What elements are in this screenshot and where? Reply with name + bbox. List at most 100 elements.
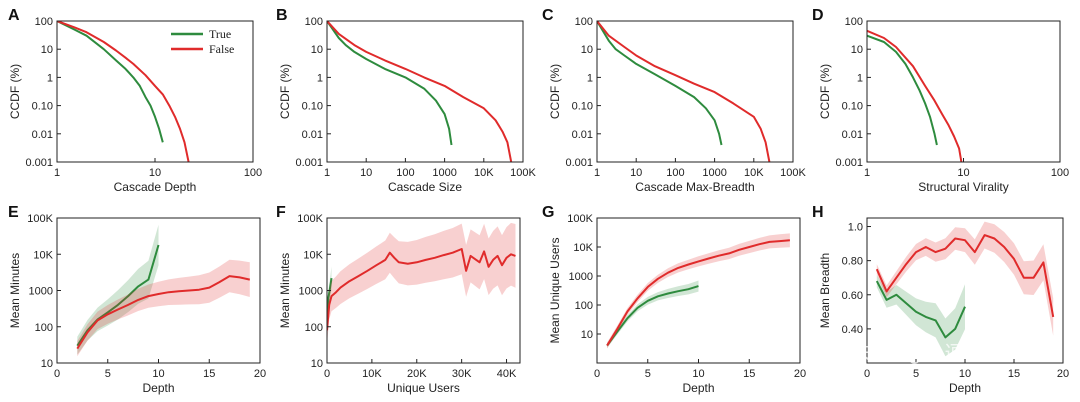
y-tick-label: 0.001	[835, 157, 863, 169]
x-tick-label: 20K	[407, 368, 427, 380]
y-tick-label: 0.60	[842, 290, 863, 302]
y-tick-label: 0.01	[302, 129, 323, 141]
x-tick-label: 1	[324, 167, 330, 179]
y-tick-label: 10	[851, 44, 863, 56]
plot-area	[606, 233, 790, 349]
x-axis-label: Unique Users	[387, 381, 460, 395]
y-tick-label: 100	[575, 300, 593, 312]
x-tick-label: 10K	[474, 167, 494, 179]
x-tick-label: 10K	[744, 167, 764, 179]
x-axis-label: Cascade Max-Breadth	[635, 180, 754, 194]
x-tick-label: 10	[630, 167, 642, 179]
y-tick-label: 100K	[27, 213, 53, 225]
x-tick-label: 1	[594, 167, 600, 179]
x-tick-label: 1000	[432, 167, 456, 179]
y-tick-label: 0.10	[842, 101, 863, 113]
x-tick-label: 5	[913, 368, 919, 380]
y-axis-label: CCDF (%)	[278, 64, 292, 119]
series-line-false	[76, 275, 251, 350]
plot-area	[327, 21, 513, 162]
y-tick-label: 0.01	[842, 129, 863, 141]
panel-B: B1 10 100 1000 10K 100K0.0010.010.10110100Cas…	[276, 7, 537, 194]
x-tick-label: 10	[149, 167, 161, 179]
panel-H: H 0 5 10 15 20 0.40 0.60 0.80 1.0 Depth Mean Breadt…	[812, 204, 1069, 395]
x-tick-label: 0	[594, 368, 600, 380]
panel-letter: F	[276, 204, 286, 221]
x-tick-label: 0	[54, 368, 60, 380]
x-tick-label: 20	[254, 368, 266, 380]
x-tick-label: 10	[360, 167, 372, 179]
x-axis-label: Depth	[142, 381, 174, 395]
x-tick-label: 10K	[362, 368, 382, 380]
x-tick-label: 0	[864, 368, 870, 380]
plot-area	[76, 224, 251, 357]
series-line-true	[867, 34, 938, 146]
y-tick-label: 0.80	[842, 256, 863, 268]
y-axis-label: CCDF (%)	[8, 64, 22, 119]
y-tick-label: 10K	[33, 249, 53, 261]
series-line-false	[606, 239, 790, 347]
y-tick-label: 10	[41, 44, 53, 56]
x-tick-label: 1000	[702, 167, 726, 179]
y-axis-label: Mean Unique Users	[548, 237, 562, 343]
plot-area	[867, 29, 963, 162]
y-tick-label: 1	[587, 72, 593, 84]
y-tick-label: 0.001	[565, 157, 593, 169]
series-line-true	[875, 280, 966, 339]
series-line-false	[867, 29, 963, 162]
x-tick-label: 10	[152, 368, 164, 380]
legend-label-false: False	[209, 42, 234, 56]
y-tick-label: 0.001	[25, 157, 53, 169]
band-true	[876, 275, 965, 357]
series-line-false	[327, 248, 516, 331]
x-tick-label: 30K	[452, 368, 472, 380]
y-axis-label: CCDF (%)	[548, 64, 562, 119]
plot-frame	[866, 20, 1061, 163]
y-tick-label: 100	[845, 16, 863, 28]
y-tick-label: 0.40	[842, 324, 863, 336]
x-axis-label: Depth	[682, 381, 714, 395]
series-line-false	[327, 21, 513, 162]
x-tick-label: 5	[105, 368, 111, 380]
x-tick-label: 10	[692, 368, 704, 380]
plot-frame	[326, 20, 524, 163]
panel-E: E 0 5 10 15 20 10 100 1000 10K 100K Depth Mean Minut…	[8, 204, 266, 395]
x-tick-label: 40K	[497, 368, 517, 380]
panel-F: F 0 10K 20K 30K 40K 10 100 1000 10K 100K Unique Use…	[276, 204, 521, 395]
x-tick-label: 100K	[780, 167, 806, 179]
y-tick-label: 1000	[569, 271, 593, 283]
y-tick-label: 10K	[573, 242, 593, 254]
series-line-true	[57, 21, 164, 143]
x-tick-label: 15	[1008, 368, 1020, 380]
y-tick-label: 1.0	[848, 222, 863, 234]
y-tick-label: 100	[35, 16, 53, 28]
x-tick-label: 20	[1057, 368, 1069, 380]
y-axis-label: Mean Minutes	[278, 253, 292, 328]
x-axis-label: Structural Virality	[918, 180, 1008, 194]
y-tick-label: 1	[317, 72, 323, 84]
x-tick-label: 100	[666, 167, 684, 179]
series-line-true	[597, 21, 723, 146]
panel-letter: H	[812, 204, 824, 221]
band-false	[327, 222, 516, 345]
panel-C: C1 10 100 1000 10K 100K0.0010.010.10110100Cas…	[542, 7, 807, 194]
band-false	[77, 259, 250, 357]
y-tick-label: 100K	[297, 213, 323, 225]
panel-letter: E	[8, 204, 19, 221]
band-true	[77, 224, 159, 355]
series-line-true	[327, 21, 453, 146]
plot-area	[57, 21, 190, 162]
y-tick-label: 100	[35, 322, 53, 334]
x-tick-label: 15	[743, 368, 755, 380]
y-tick-label: 10K	[303, 249, 323, 261]
panel-G: G 0 5 10 15 20 10 100 1000 10K 100K Depth Mean Uniqu…	[542, 204, 806, 395]
y-tick-label: 0.01	[32, 129, 53, 141]
y-tick-label: 100K	[567, 213, 593, 225]
y-axis-label: CCDF (%)	[818, 64, 832, 119]
x-tick-label: 15	[203, 368, 215, 380]
x-tick-label: 100K	[510, 167, 536, 179]
x-tick-label: 1	[864, 167, 870, 179]
panel-A: A 1 10 100 0.001 0.01 0.10 1 10 100 Cascade Depth C…	[8, 7, 262, 194]
